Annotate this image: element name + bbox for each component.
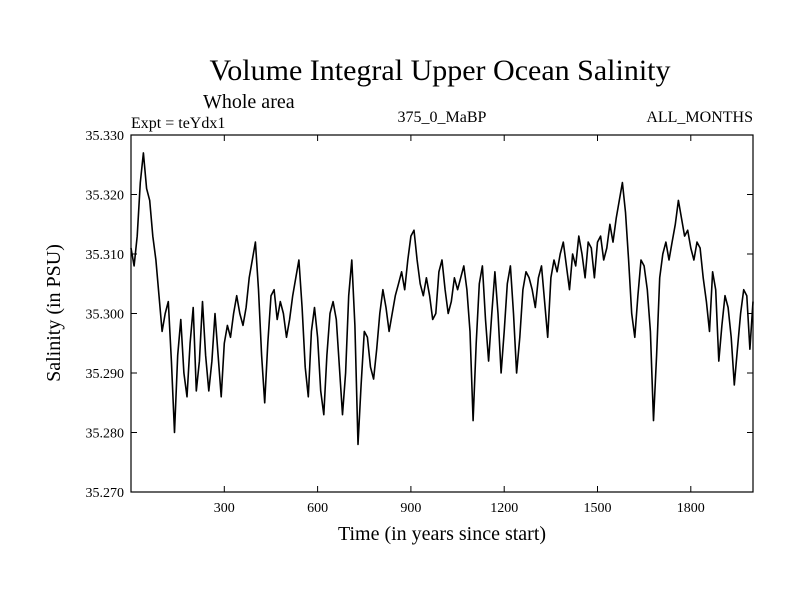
y-tick-label: 35.270 — [86, 486, 125, 501]
experiment-label: Expt = teYdx1 — [131, 115, 225, 132]
y-tick-label: 35.280 — [86, 427, 125, 442]
x-tick-label: 1200 — [490, 501, 518, 516]
y-axis-label: Salinity (in PSU) — [43, 244, 65, 382]
x-axis-label: Time (in years since start) — [338, 523, 546, 545]
y-axis: 35.270 35.280 35.290 35.300 35.310 35.320 35.3… — [86, 129, 753, 501]
x-axis: 300 600 900 1200 1500 1800 — [214, 135, 705, 516]
period-label: 375_0_MaBP — [398, 109, 487, 126]
plot-frame — [130, 134, 754, 493]
x-tick-label: 1800 — [677, 501, 705, 516]
chart-title: Volume Integral Upper Ocean Salinity — [210, 54, 671, 87]
chart-subtitle: Whole area — [203, 91, 295, 113]
x-tick-label: 1500 — [584, 501, 612, 516]
y-tick-label: 35.290 — [86, 367, 125, 382]
x-tick-label: 600 — [307, 501, 328, 516]
y-tick-label: 35.330 — [86, 129, 125, 144]
months-label: ALL_MONTHS — [646, 109, 753, 126]
x-tick-label: 900 — [400, 501, 421, 516]
salinity-series-line — [130, 152, 754, 446]
y-tick-label: 35.320 — [86, 189, 125, 204]
y-tick-label: 35.310 — [86, 248, 125, 263]
x-tick-label: 300 — [214, 501, 235, 516]
y-tick-label: 35.300 — [86, 308, 125, 323]
